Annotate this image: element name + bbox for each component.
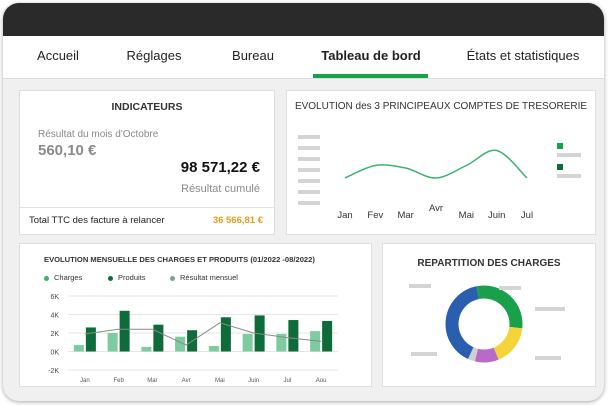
bar-charges <box>175 336 186 352</box>
legend-dot-icon <box>44 275 49 281</box>
series-line-resultat <box>84 322 322 346</box>
donut-slice <box>474 347 499 363</box>
legend-label: Produits <box>118 273 146 282</box>
repartition-title: REPARTITION DES CHARGES <box>417 258 561 269</box>
tresorerie-chart-card: EVOLUTION des 3 PRINCIPEAUX COMPTES DE T… <box>286 90 596 235</box>
x-tick-label: Jul <box>284 378 292 384</box>
active-tab-indicator <box>313 74 428 78</box>
legend-produits: Produits <box>108 273 146 282</box>
tab-accueil[interactable]: Accueil <box>37 48 79 63</box>
tab-bureau[interactable]: Bureau <box>232 48 274 63</box>
month-result-label: Résultat du mois d'Octobre <box>38 129 159 140</box>
bar-charges <box>107 333 118 352</box>
y-axis-placeholder-label <box>298 168 320 172</box>
y-axis-placeholder-label <box>298 190 320 194</box>
bar-produits <box>322 320 333 352</box>
tablet-frame: Accueil Réglages Bureau Tableau de bord … <box>3 3 604 401</box>
bar-produits <box>119 310 130 352</box>
month-result-value: 560,10 € <box>38 142 97 159</box>
donut-slice <box>468 347 479 362</box>
device-top-bar <box>3 3 604 36</box>
repartition-donut-chart <box>409 284 565 363</box>
y-axis-placeholder-label <box>298 201 320 205</box>
slice-placeholder-label <box>499 286 521 290</box>
x-tick-label: Jan <box>80 378 90 384</box>
slice-placeholder-label <box>535 307 565 311</box>
donut-slice <box>493 326 523 360</box>
bar-produits <box>220 317 231 352</box>
charges-produits-bar-chart: 6K 4K 2K 0K -2K Jan Feb Mar Avr Mai Juin Jul Aou <box>48 294 338 384</box>
legend-charges: Charges <box>44 273 82 282</box>
y-tick-label: 2K <box>50 331 59 338</box>
x-tick-label: Feb <box>113 378 124 384</box>
legend-placeholder-label <box>557 153 581 157</box>
donut-slice <box>445 286 480 360</box>
bar-charges <box>310 331 321 352</box>
legend-dot-icon <box>170 275 175 281</box>
slice-placeholder-label <box>409 284 431 288</box>
bar-produits <box>153 324 164 352</box>
y-axis-placeholder-label <box>298 157 320 161</box>
legend-placeholder-label <box>557 174 581 178</box>
x-tick-label: Mai <box>459 210 474 221</box>
tab-etats-statistiques[interactable]: États et statistiques <box>466 48 580 63</box>
slice-placeholder-label <box>411 352 437 356</box>
bar-produits <box>85 327 96 352</box>
tab-reglages[interactable]: Réglages <box>126 48 182 63</box>
repartition-card: REPARTITION DES CHARGES <box>382 243 596 387</box>
y-axis-placeholder-label <box>298 179 320 183</box>
x-tick-label: Fev <box>367 210 383 221</box>
tresorerie-line-chart: Jan Fev Mar Avr Mai Juin Jul <box>298 135 581 221</box>
x-tick-label: Mai <box>215 378 225 384</box>
x-tick-label: Avr <box>429 203 443 214</box>
y-tick-label: 4K <box>50 313 59 320</box>
slice-placeholder-label <box>535 356 561 360</box>
y-tick-label: -2K <box>48 368 59 375</box>
bar-charges <box>208 345 219 352</box>
tab-tableau-de-bord[interactable]: Tableau de bord <box>321 48 421 63</box>
x-tick-label: Mar <box>147 378 157 384</box>
x-tick-label: Avr <box>182 378 191 384</box>
legend-resultat: Résultat mensuel <box>170 273 238 282</box>
bar-charges <box>242 333 253 352</box>
x-tick-label: Jan <box>337 210 352 221</box>
y-tick-label: 0K <box>50 350 59 357</box>
x-tick-label: Jul <box>521 210 533 221</box>
divider <box>20 207 274 208</box>
ttc-relance-label: Total TTC des facture à relancer <box>29 215 165 226</box>
main-nav: Accueil Réglages Bureau Tableau de bord … <box>3 36 604 79</box>
bar-charges <box>141 346 152 352</box>
indicateurs-title: INDICATEURS <box>111 101 183 113</box>
series-line-compte-1 <box>344 149 528 179</box>
legend-label: Résultat mensuel <box>180 273 238 282</box>
y-axis-placeholder-label <box>298 135 320 139</box>
x-tick-label: Mar <box>397 210 413 221</box>
donut-slice <box>476 285 523 329</box>
legend-label: Charges <box>54 273 83 282</box>
x-tick-label: Juin <box>488 210 505 221</box>
tresorerie-chart-title: EVOLUTION des 3 PRINCIPEAUX COMPTES DE T… <box>294 101 588 112</box>
charges-produits-card: EVOLUTION MENSUELLE DES CHARGES ET PRODU… <box>19 243 372 387</box>
bar-produits <box>288 320 299 352</box>
y-axis-placeholder-label <box>298 146 320 150</box>
ttc-relance-value[interactable]: 36 566,81 € <box>212 215 263 226</box>
legend-swatch <box>557 164 563 170</box>
legend-swatch <box>557 143 563 149</box>
bar-charges <box>73 345 84 352</box>
cumulative-result-value: 98 571,22 € <box>180 159 260 176</box>
indicateurs-card: INDICATEURS Résultat du mois d'Octobre 5… <box>19 90 275 235</box>
x-tick-label: Juin <box>248 378 259 384</box>
charges-produits-title: EVOLUTION MENSUELLE DES CHARGES ET PRODU… <box>44 255 315 264</box>
x-tick-label: Aou <box>316 378 327 384</box>
y-tick-label: 6K <box>50 294 59 301</box>
bar-charges <box>276 333 287 352</box>
legend-dot-icon <box>108 275 113 281</box>
cumulative-result-label: Résultat cumulé <box>181 183 260 195</box>
